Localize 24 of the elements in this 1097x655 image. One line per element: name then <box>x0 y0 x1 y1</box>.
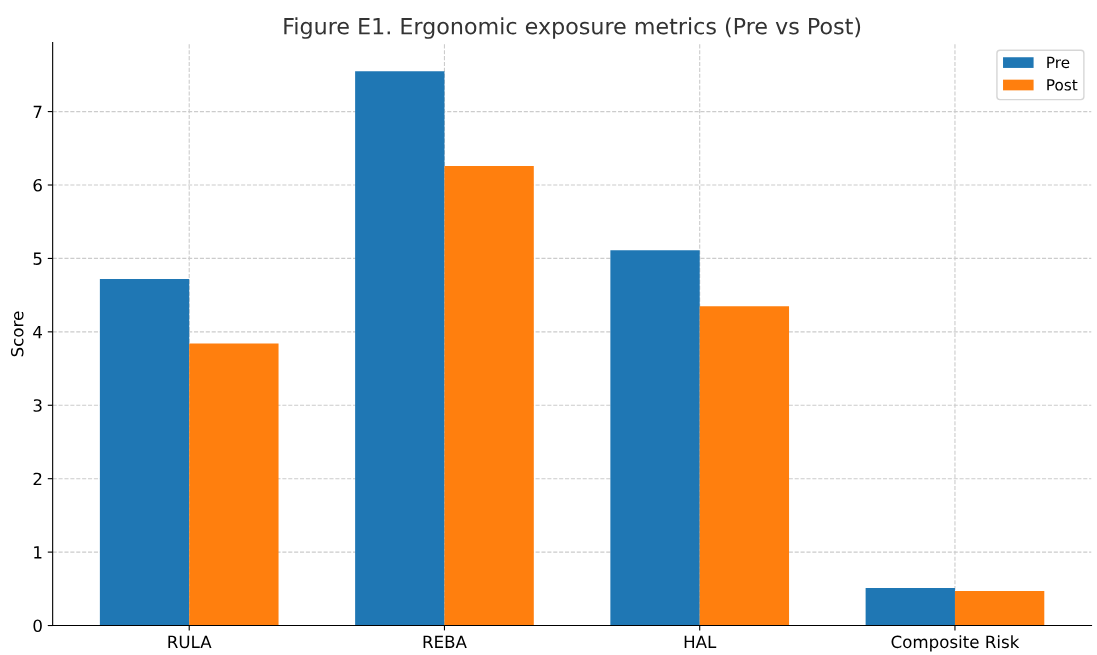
y-tick-label: 6 <box>33 178 42 192</box>
y-tick-label: 2 <box>33 472 42 486</box>
x-tick-label: RULA <box>168 635 212 649</box>
bar <box>355 71 445 626</box>
chart-title: Figure E1. Ergonomic exposure metrics (Pre vs Post) <box>284 17 861 39</box>
bar <box>865 588 955 626</box>
bar <box>99 278 190 626</box>
legend-label: Post <box>1047 79 1078 91</box>
bar <box>610 250 700 626</box>
x-tick-label: REBA <box>423 635 467 648</box>
y-tick-label: 7 <box>33 105 42 118</box>
bar <box>699 306 790 626</box>
bar <box>189 343 279 626</box>
bar <box>444 165 534 626</box>
y-tick-label: 4 <box>33 326 42 339</box>
bar <box>954 591 1045 626</box>
x-tick-label: HAL <box>684 635 717 648</box>
legend-label: Pre <box>1047 56 1070 69</box>
y-tick-label: 0 <box>33 619 42 633</box>
y-axis-title: Score <box>10 311 24 357</box>
x-tick-label: Composite Risk <box>891 635 1020 652</box>
y-tick-label: 5 <box>33 252 42 265</box>
y-tick-label: 3 <box>33 399 42 412</box>
y-tick-label: 1 <box>34 546 42 559</box>
